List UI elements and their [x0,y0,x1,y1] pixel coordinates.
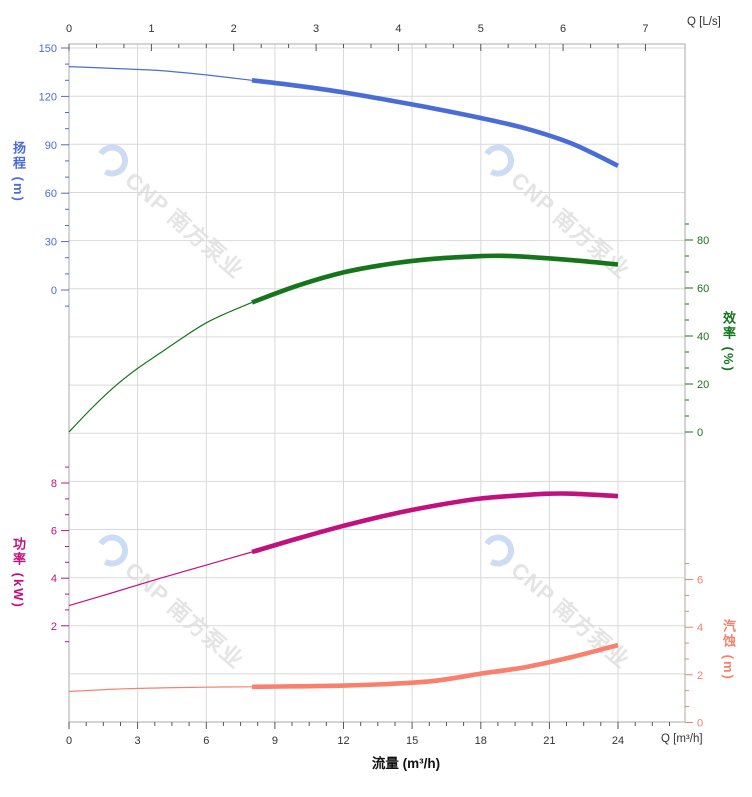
svg-text:60: 60 [697,283,709,295]
power-curve-duty [251,491,619,555]
power-curve-thin [68,551,253,607]
head-curve [68,66,620,168]
bottom-axis: 0 3 6 9 12 15 18 21 24 [66,722,670,747]
svg-text:0: 0 [66,735,72,747]
svg-text:4: 4 [51,573,57,585]
plot-frame [68,43,686,723]
flow-axis-title: 流量 (m³/h) [371,756,441,771]
head-axis: 0 30 60 90 120 150 [39,43,69,297]
svg-text:7: 7 [642,23,648,35]
efficiency-axis-title: 效率 (%) [721,311,736,373]
top-axis-unit-label: Q [L/s] [687,16,721,28]
power-axis-title: 功率 (kW) [11,537,26,609]
head-curve-thin [68,66,253,81]
svg-text:20: 20 [697,379,709,391]
efficiency-curve [68,253,619,433]
power-axis: 2 4 6 8 [51,478,69,633]
svg-text:1: 1 [148,23,154,35]
svg-text:0: 0 [51,285,57,297]
npsh-curve-thin [68,686,253,693]
svg-text:18: 18 [475,735,487,747]
svg-text:5: 5 [478,23,484,35]
svg-text:2: 2 [697,670,703,682]
svg-text:60: 60 [45,188,57,200]
npsh-curve [68,642,619,693]
svg-text:12: 12 [337,735,349,747]
svg-text:4: 4 [697,622,703,634]
svg-text:40: 40 [697,331,709,343]
grid [69,44,685,722]
npsh-axis: 0 2 4 6 [685,575,703,730]
svg-text:150: 150 [39,43,57,55]
svg-text:6: 6 [697,575,703,587]
head-axis-title: 扬程 (m) [11,141,26,203]
svg-text:8: 8 [51,478,57,490]
svg-text:4: 4 [395,23,401,35]
svg-text:21: 21 [543,735,555,747]
svg-text:3: 3 [135,735,141,747]
efficiency-axis: 0 20 40 60 80 [685,235,709,439]
svg-text:0: 0 [66,23,72,35]
svg-text:6: 6 [51,526,57,538]
svg-text:2: 2 [51,621,57,633]
top-axis: 0 1 2 3 4 5 6 7 [66,23,648,51]
svg-text:30: 30 [45,237,57,249]
efficiency-axis-minor-ticks [685,223,689,417]
bottom-axis-unit-label: Q [m³/h] [661,733,703,745]
efficiency-curve-duty [251,253,619,305]
svg-text:15: 15 [406,735,418,747]
svg-text:3: 3 [313,23,319,35]
svg-text:24: 24 [612,735,624,747]
power-curve [68,491,619,607]
svg-text:2: 2 [231,23,237,35]
npsh-curve-duty [251,642,619,690]
svg-text:0: 0 [697,427,703,439]
head-curve-duty [251,78,620,168]
svg-text:6: 6 [203,735,209,747]
efficiency-curve-thin [68,301,253,433]
svg-text:80: 80 [697,235,709,247]
npsh-axis-title: 汽蚀 (m) [721,619,736,681]
npsh-axis-minor-ticks [685,563,689,708]
svg-text:90: 90 [45,140,57,152]
svg-text:120: 120 [39,91,57,103]
svg-text:0: 0 [697,718,703,730]
power-axis-minor-ticks [65,466,69,643]
svg-text:9: 9 [272,735,278,747]
svg-text:6: 6 [560,23,566,35]
head-axis-minor-ticks [65,63,69,307]
